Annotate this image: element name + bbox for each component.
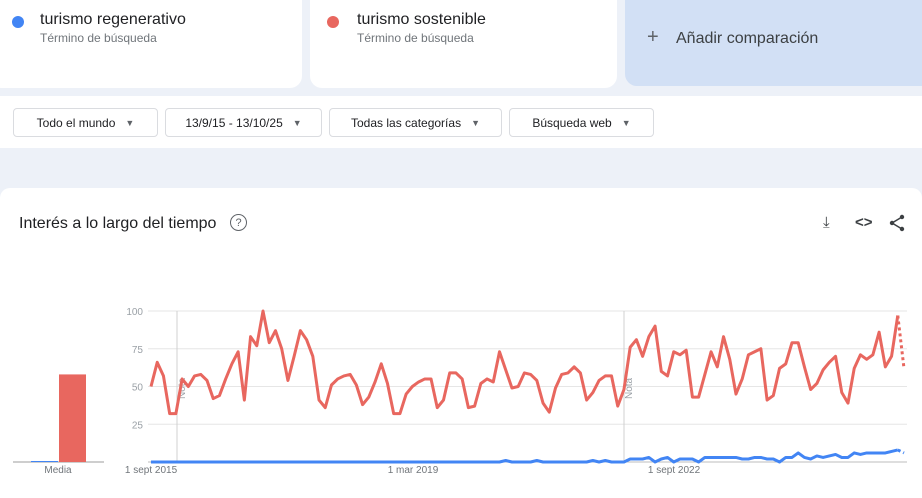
series-color-dot bbox=[327, 16, 339, 28]
section-title: Interés a lo largo del tiempo bbox=[19, 215, 217, 232]
y-tick-label: 100 bbox=[126, 307, 143, 318]
term-card-2[interactable]: turismo sostenible Término de búsqueda bbox=[310, 0, 617, 88]
y-tick-label: 75 bbox=[132, 345, 144, 356]
average-bar bbox=[31, 461, 58, 462]
download-icon[interactable]: ⤓ bbox=[823, 214, 830, 231]
series-color-dot bbox=[12, 16, 24, 28]
x-tick-label: 1 mar 2019 bbox=[388, 465, 439, 476]
term-label: turismo sostenible bbox=[357, 11, 486, 28]
caret-down-icon: ▼ bbox=[125, 117, 135, 128]
caret-down-icon: ▼ bbox=[621, 117, 631, 128]
y-tick-label: 25 bbox=[132, 420, 144, 431]
caret-down-icon: ▼ bbox=[471, 117, 480, 128]
average-label: Media bbox=[44, 465, 72, 476]
dropdown-label: Todo el mundo bbox=[36, 115, 116, 130]
dropdown-label: 13/9/15 - 13/10/25 bbox=[185, 115, 283, 130]
interest-chart: 100 75 50 25 Nota Nota 1 sept 2015 1 mar 2019 1 … bbox=[13, 307, 907, 476]
term-label: turismo regenerativo bbox=[40, 11, 186, 28]
y-tick-label: 50 bbox=[132, 383, 144, 394]
term-sub: Término de búsqueda bbox=[357, 31, 474, 45]
x-tick-label: 1 sept 2015 bbox=[125, 465, 178, 476]
caret-down-icon: ▼ bbox=[292, 117, 302, 128]
location-dropdown[interactable]: Todo el mundo ▼ bbox=[13, 108, 158, 137]
x-tick-label: 1 sept 2022 bbox=[648, 465, 701, 476]
interest-over-time-card: Interés a lo largo del tiempo ? ⤓ <> bbox=[0, 188, 922, 498]
add-comparison-label: Añadir comparación bbox=[676, 30, 819, 47]
filter-bar: Todo el mundo ▼ 13/9/15 - 13/10/25 ▼ Todas… bbox=[0, 96, 922, 148]
term-sub: Término de búsqueda bbox=[40, 31, 157, 45]
series-line bbox=[151, 448, 899, 464]
dropdown-label: Búsqueda web bbox=[532, 115, 612, 130]
note-label: Nota bbox=[624, 377, 635, 399]
average-bar bbox=[59, 374, 86, 462]
share-icon[interactable] bbox=[888, 214, 906, 236]
series-partial-segment bbox=[897, 448, 905, 455]
add-comparison-button[interactable]: + Añadir comparación bbox=[625, 0, 922, 86]
embed-icon[interactable]: <> bbox=[855, 214, 873, 231]
help-icon[interactable]: ? bbox=[230, 214, 247, 231]
date-range-dropdown[interactable]: 13/9/15 - 13/10/25 ▼ bbox=[165, 108, 322, 137]
dropdown-label: Todas las categorías bbox=[351, 115, 462, 130]
category-dropdown[interactable]: Todas las categorías ▼ bbox=[329, 108, 502, 137]
plus-icon: + bbox=[647, 26, 659, 48]
note-label: Nota bbox=[177, 377, 188, 399]
series-line bbox=[149, 309, 900, 416]
search-type-dropdown[interactable]: Búsqueda web ▼ bbox=[509, 108, 654, 137]
series-partial-segment bbox=[896, 315, 906, 369]
term-card-1[interactable]: turismo regenerativo Término de búsqueda bbox=[0, 0, 302, 88]
